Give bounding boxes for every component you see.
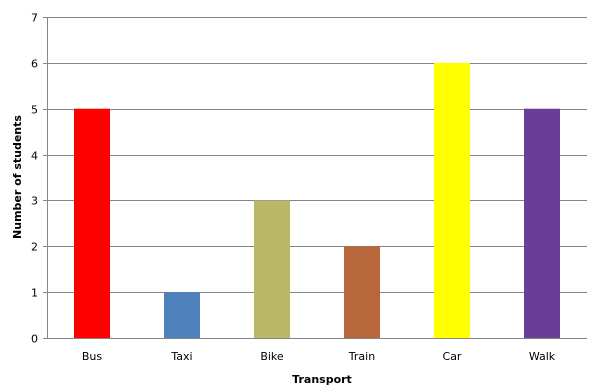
y-axis-title: Number of students <box>11 115 24 239</box>
bars <box>74 62 560 338</box>
x-tick-label: Bike <box>260 350 284 363</box>
x-tick-label: Car <box>443 350 462 363</box>
x-tick-label: Bus <box>82 350 103 363</box>
x-tick-label: Train <box>348 350 375 363</box>
x-tick-label: Taxi <box>170 350 192 363</box>
bar-bus <box>74 108 110 338</box>
x-axis-title: Transport <box>292 373 352 386</box>
bar-car <box>434 62 470 338</box>
x-tick-labels: Bus Taxi Bike Train Car Walk <box>82 350 556 363</box>
y-tick-labels: 0 1 2 3 4 5 6 7 <box>31 12 38 346</box>
y-tick-label: 0 <box>31 333 38 346</box>
y-tick-label: 4 <box>31 150 38 163</box>
y-tick-label: 6 <box>31 58 38 71</box>
bar-train <box>344 246 380 338</box>
y-tick-label: 7 <box>31 12 38 25</box>
y-tick-label: 2 <box>31 241 38 254</box>
y-tick-label: 5 <box>31 104 38 117</box>
bar-walk <box>524 108 560 338</box>
bar-bike <box>254 200 290 338</box>
x-tick-label: Walk <box>529 350 556 363</box>
gridlines <box>43 17 587 339</box>
y-tick-label: 1 <box>31 287 38 300</box>
bar-taxi <box>164 292 200 338</box>
y-tick-label: 3 <box>31 195 38 208</box>
